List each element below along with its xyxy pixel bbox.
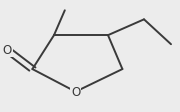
Text: O: O: [71, 85, 80, 98]
Text: O: O: [3, 44, 12, 57]
